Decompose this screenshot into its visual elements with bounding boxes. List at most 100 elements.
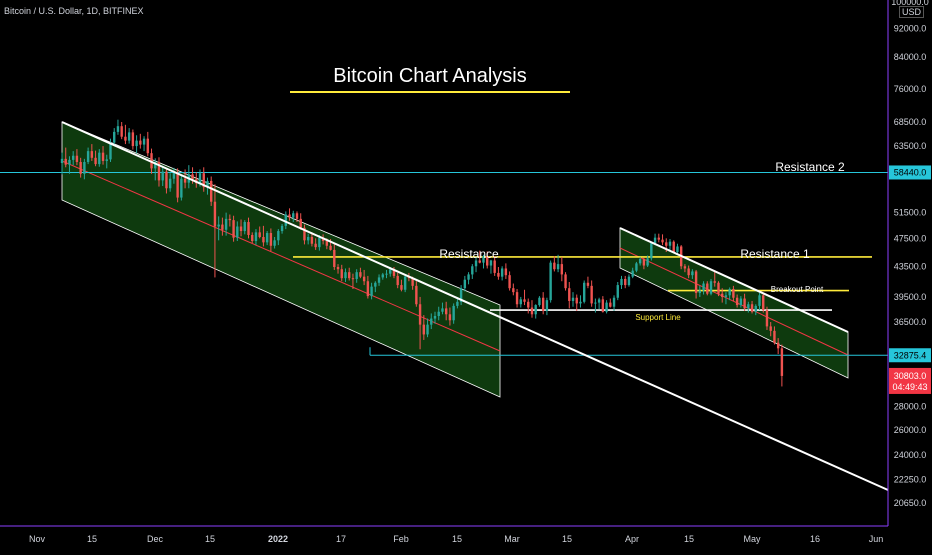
- candle-body-138: [575, 297, 578, 304]
- candle-body-83: [370, 286, 373, 297]
- candle-body-132: [553, 262, 556, 270]
- candle-body-79: [355, 272, 358, 279]
- candle-body-184: [747, 304, 750, 309]
- candle-body-71: [325, 241, 329, 246]
- candle-body-59: [280, 225, 284, 232]
- candle-body-40: [210, 180, 213, 202]
- candle-body-101: [437, 311, 440, 316]
- candle-body-136: [568, 288, 571, 301]
- candle-body-192: [776, 342, 780, 349]
- x-tick-label: 17: [336, 534, 346, 544]
- x-tick-label: 15: [684, 534, 694, 544]
- price-axis-bg: [888, 0, 932, 550]
- candle-body-183: [743, 298, 746, 309]
- candle-body-186: [754, 305, 757, 312]
- candle-body-2: [68, 159, 71, 165]
- x-tick-label: Nov: [29, 534, 46, 544]
- candle-body-69: [318, 237, 321, 248]
- candle-body-17: [124, 136, 127, 141]
- candle-body-13: [109, 142, 112, 160]
- candle-body-73: [333, 249, 336, 268]
- candle-body-143: [594, 302, 597, 304]
- x-tick-label: Jun: [869, 534, 884, 544]
- candle-body-140: [583, 282, 586, 302]
- candle-body-5: [79, 161, 82, 174]
- candle-body-44: [224, 218, 228, 230]
- x-tick-label: 15: [87, 534, 97, 544]
- candle-body-109: [467, 274, 470, 280]
- candle-body-121: [512, 288, 515, 293]
- candle-body-75: [340, 269, 343, 279]
- x-tick-label: 15: [562, 534, 572, 544]
- candle-body-55: [265, 233, 269, 243]
- channel-1-midline: [61, 160, 501, 352]
- candle-body-98: [426, 324, 429, 335]
- candle-body-177: [721, 293, 724, 297]
- candle-body-160: [657, 237, 660, 240]
- y-tick-label: 26000.0: [894, 425, 927, 435]
- candle-body-10: [98, 152, 101, 165]
- currency-badge[interactable]: USD: [899, 6, 925, 18]
- candle-body-29: [168, 178, 172, 189]
- chart-title: Bitcoin Chart Analysis: [333, 65, 526, 87]
- candle-body-137: [571, 297, 575, 301]
- breakout-point-label: Breakout Point: [771, 285, 824, 294]
- candle-body-149: [616, 285, 619, 298]
- candle-body-187: [758, 295, 761, 306]
- candle-body-4: [75, 155, 79, 162]
- candle-body-135: [564, 274, 567, 289]
- candle-body-167: [683, 266, 687, 269]
- annotation-layer: Bitcoin Chart Analysis Resistance 2 Resist…: [290, 65, 845, 322]
- currency-label: USD: [902, 7, 922, 17]
- resistance-2-label: Resistance 2: [775, 160, 845, 174]
- candle-body-0: [60, 158, 64, 164]
- candle-body-78: [351, 278, 355, 280]
- candle-body-11: [101, 152, 105, 161]
- candle-body-163: [668, 241, 672, 246]
- candle-body-114: [486, 256, 489, 266]
- candle-body-193: [780, 348, 784, 376]
- candle-body-157: [646, 258, 649, 266]
- candle-body-168: [687, 268, 690, 276]
- candle-body-152: [627, 276, 631, 286]
- candle-body-47: [236, 226, 239, 238]
- candle-body-155: [638, 259, 642, 264]
- candle-body-82: [366, 281, 370, 297]
- candle-body-142: [590, 285, 593, 304]
- channel-layer: [61, 121, 849, 398]
- candle-body-170: [694, 271, 698, 293]
- support-line-label: Support Line: [635, 313, 681, 322]
- candle-body-115: [489, 260, 493, 266]
- candle-body-111: [474, 260, 478, 267]
- last-price-value: 30803.0: [894, 371, 927, 381]
- candle-body-181: [735, 297, 739, 306]
- candle-body-74: [336, 267, 340, 270]
- candle-body-130: [545, 300, 549, 311]
- candle-body-41: [213, 201, 217, 227]
- main-downtrend-line: [61, 121, 889, 491]
- candle-body-102: [441, 308, 444, 312]
- candle-body-51: [251, 234, 254, 242]
- candle-body-91: [400, 285, 403, 290]
- level-badge-0: [889, 165, 931, 180]
- candle-body-182: [739, 298, 743, 306]
- candle-body-20: [135, 140, 138, 147]
- candle-body-134: [560, 264, 564, 275]
- candle-body-124: [523, 299, 526, 302]
- candle-body-35: [191, 174, 194, 180]
- candle-body-118: [500, 268, 504, 277]
- candle-body-7: [86, 151, 90, 162]
- y-tick-label: 51500.0: [894, 208, 927, 218]
- candle-body-175: [713, 281, 716, 283]
- candle-body-189: [765, 310, 769, 327]
- candle-body-162: [665, 242, 668, 246]
- candle-body-133: [556, 264, 560, 270]
- candle-body-106: [456, 301, 459, 306]
- candle-body-28: [165, 171, 168, 189]
- candle-body-147: [609, 302, 612, 307]
- candle-body-32: [180, 178, 183, 198]
- candle-body-19: [131, 132, 135, 147]
